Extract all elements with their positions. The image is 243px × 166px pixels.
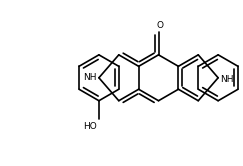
Text: NH: NH <box>220 75 234 84</box>
Text: NH: NH <box>83 73 97 82</box>
Text: O: O <box>156 21 163 30</box>
Text: HO: HO <box>83 122 97 131</box>
